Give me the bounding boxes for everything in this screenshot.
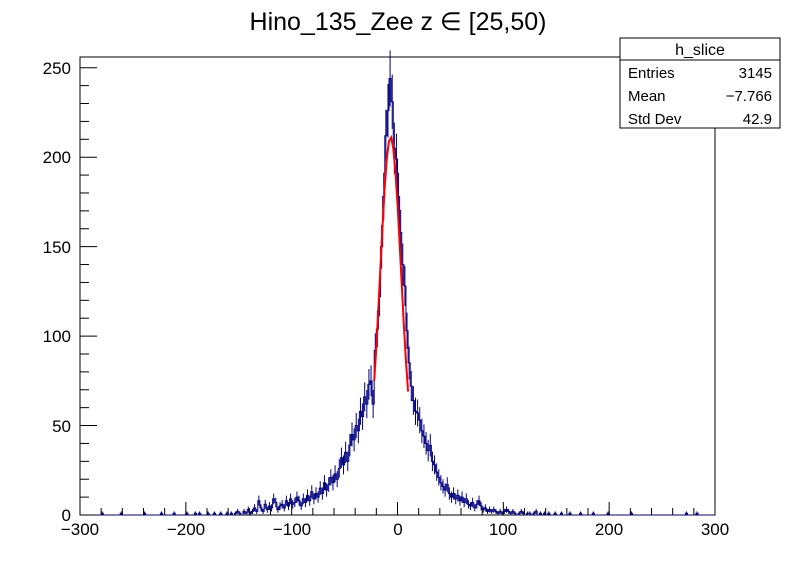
x-tick-label: 100 — [489, 520, 517, 539]
stats-stddev-label: Std Dev — [628, 111, 682, 128]
stats-entries-label: Entries — [628, 65, 675, 82]
stats-entries-value: 3145 — [739, 65, 772, 82]
x-axis: −300 −200 −100 0 100 200 300 — [61, 502, 729, 539]
y-axis: 0 50 100 150 200 250 — [43, 59, 97, 525]
stats-box-frame — [619, 37, 781, 129]
x-tick-label: −300 — [61, 520, 99, 539]
stats-stddev-value: 42.9 — [743, 111, 772, 128]
x-axis-ticks — [79, 502, 716, 515]
stats-mean-label: Mean — [628, 88, 666, 105]
y-tick-label: 0 — [62, 506, 71, 525]
x-tick-label: 0 — [393, 520, 402, 539]
y-tick-label: 50 — [52, 417, 71, 436]
y-tick-label: 200 — [43, 148, 71, 167]
y-axis-ticks — [80, 67, 97, 516]
fit-curve — [373, 134, 410, 392]
y-tick-label: 150 — [43, 238, 71, 257]
fit-curve-layer — [373, 134, 410, 392]
stats-mean-value: −7.766 — [726, 88, 772, 105]
plot-area — [79, 50, 716, 516]
x-tick-label: −100 — [273, 520, 311, 539]
x-tick-label: 300 — [701, 520, 729, 539]
histogram-layer — [80, 50, 715, 516]
x-tick-label: 200 — [595, 520, 623, 539]
stats-box: h_slice Entries 3145 Mean −7.766 Std Dev… — [619, 37, 781, 129]
stats-box-title: h_slice — [675, 42, 725, 59]
y-tick-label: 250 — [43, 59, 71, 78]
y-tick-label: 100 — [43, 327, 71, 346]
chart-title: Hino_135_Zee z ∈ [25,50) — [250, 8, 547, 36]
x-tick-label: −200 — [167, 520, 205, 539]
